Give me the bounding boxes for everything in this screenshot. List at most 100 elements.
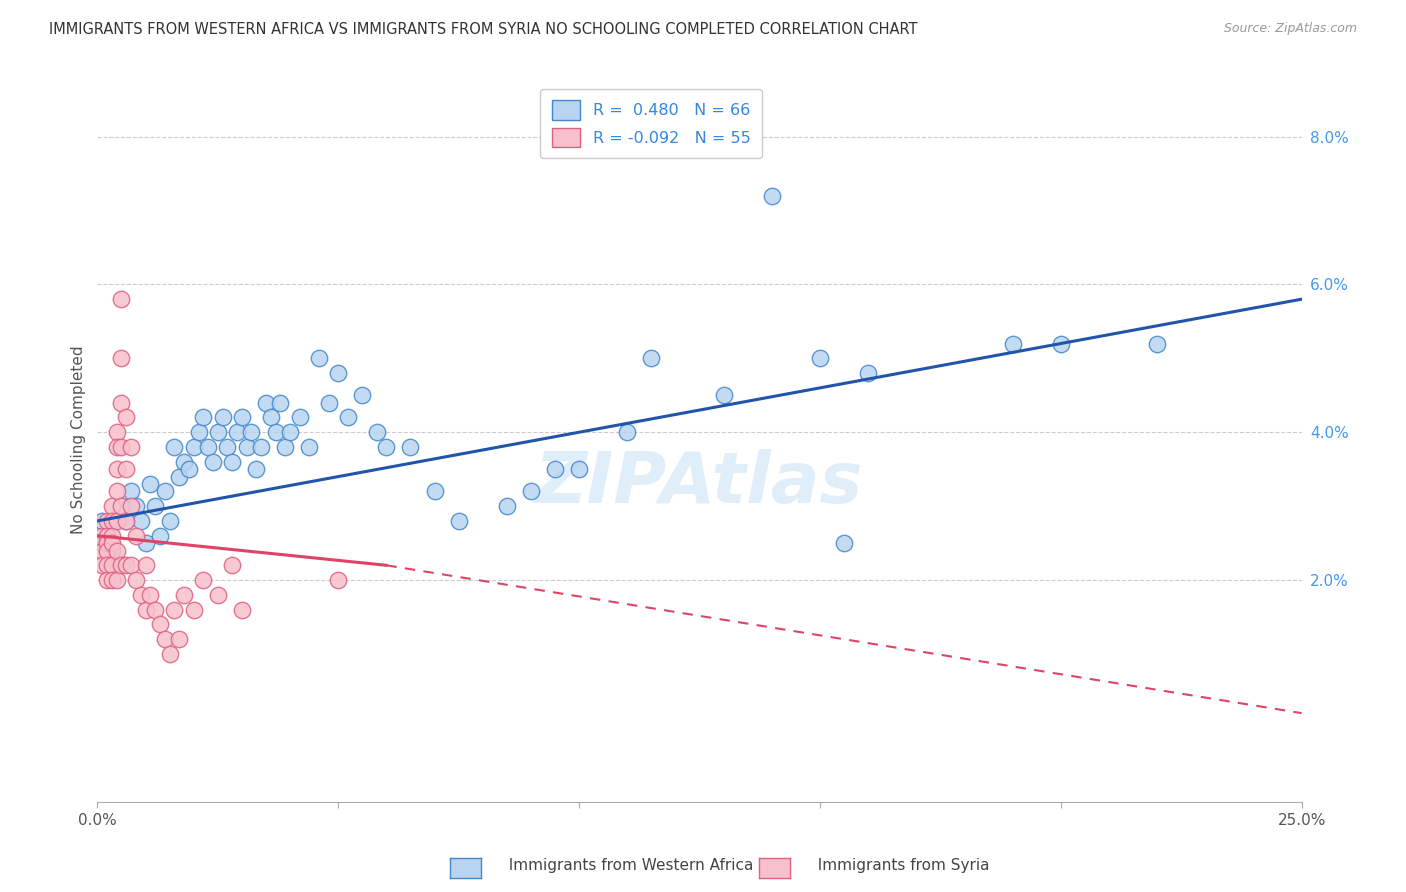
Point — [366, 425, 388, 440]
Point — [120, 440, 142, 454]
Point — [91, 529, 114, 543]
Point — [856, 366, 879, 380]
Point — [125, 499, 148, 513]
Point — [101, 558, 124, 573]
Point — [423, 484, 446, 499]
Point — [173, 588, 195, 602]
Point — [129, 514, 152, 528]
Point — [105, 558, 128, 573]
Point — [352, 388, 374, 402]
Point — [96, 529, 118, 543]
Point — [260, 410, 283, 425]
Point — [163, 440, 186, 454]
Point — [139, 477, 162, 491]
Point — [110, 351, 132, 366]
Point — [328, 573, 350, 587]
Point — [115, 558, 138, 573]
Point — [183, 602, 205, 616]
Point — [115, 514, 138, 528]
Point — [105, 514, 128, 528]
Point — [125, 529, 148, 543]
Point — [235, 440, 257, 454]
Point — [120, 558, 142, 573]
Point — [96, 529, 118, 543]
Point — [135, 536, 157, 550]
Point — [447, 514, 470, 528]
Point — [1146, 336, 1168, 351]
Point — [110, 395, 132, 409]
Point — [110, 499, 132, 513]
Point — [221, 558, 243, 573]
Point — [105, 462, 128, 476]
Point — [1049, 336, 1071, 351]
Point — [713, 388, 735, 402]
Point — [245, 462, 267, 476]
Point — [115, 514, 138, 528]
Point — [91, 543, 114, 558]
Point — [91, 558, 114, 573]
Point — [153, 632, 176, 647]
Point — [201, 455, 224, 469]
Text: Source: ZipAtlas.com: Source: ZipAtlas.com — [1223, 22, 1357, 36]
Point — [101, 573, 124, 587]
Point — [520, 484, 543, 499]
Point — [269, 395, 291, 409]
Point — [375, 440, 398, 454]
Point — [101, 543, 124, 558]
Point — [207, 588, 229, 602]
Point — [832, 536, 855, 550]
Point — [399, 440, 422, 454]
Point — [110, 292, 132, 306]
Point — [336, 410, 359, 425]
Point — [153, 484, 176, 499]
Point — [193, 573, 215, 587]
Point — [105, 573, 128, 587]
Point — [328, 366, 350, 380]
Point — [105, 484, 128, 499]
Text: IMMIGRANTS FROM WESTERN AFRICA VS IMMIGRANTS FROM SYRIA NO SCHOOLING COMPLETED C: IMMIGRANTS FROM WESTERN AFRICA VS IMMIGR… — [49, 22, 918, 37]
Point — [105, 543, 128, 558]
Point — [226, 425, 249, 440]
Point — [221, 455, 243, 469]
Point — [110, 440, 132, 454]
Point — [761, 188, 783, 202]
Point — [167, 632, 190, 647]
Point — [288, 410, 311, 425]
Point — [159, 514, 181, 528]
Point — [197, 440, 219, 454]
Point — [96, 536, 118, 550]
Y-axis label: No Schooling Completed: No Schooling Completed — [72, 345, 86, 534]
Point — [115, 462, 138, 476]
Point — [91, 536, 114, 550]
Point — [187, 425, 209, 440]
Text: ZIPAtlas: ZIPAtlas — [536, 449, 863, 517]
Point — [96, 558, 118, 573]
Point — [308, 351, 330, 366]
Point — [91, 514, 114, 528]
Point — [177, 462, 200, 476]
Point — [159, 647, 181, 661]
Point — [808, 351, 831, 366]
Point — [149, 617, 172, 632]
Point — [183, 440, 205, 454]
Legend: R =  0.480   N = 66, R = -0.092   N = 55: R = 0.480 N = 66, R = -0.092 N = 55 — [540, 89, 762, 159]
Point — [143, 499, 166, 513]
Point — [101, 514, 124, 528]
Point — [101, 536, 124, 550]
Point — [96, 573, 118, 587]
Point — [125, 573, 148, 587]
Point — [231, 602, 253, 616]
Text: Immigrants from Syria: Immigrants from Syria — [808, 858, 990, 872]
Point — [568, 462, 591, 476]
Point — [105, 425, 128, 440]
Point — [240, 425, 263, 440]
Point — [254, 395, 277, 409]
Point — [129, 588, 152, 602]
Point — [495, 499, 517, 513]
Point — [139, 588, 162, 602]
Text: Immigrants from Western Africa: Immigrants from Western Africa — [499, 858, 754, 872]
Point — [143, 602, 166, 616]
Point — [101, 499, 124, 513]
Point — [173, 455, 195, 469]
Point — [318, 395, 340, 409]
